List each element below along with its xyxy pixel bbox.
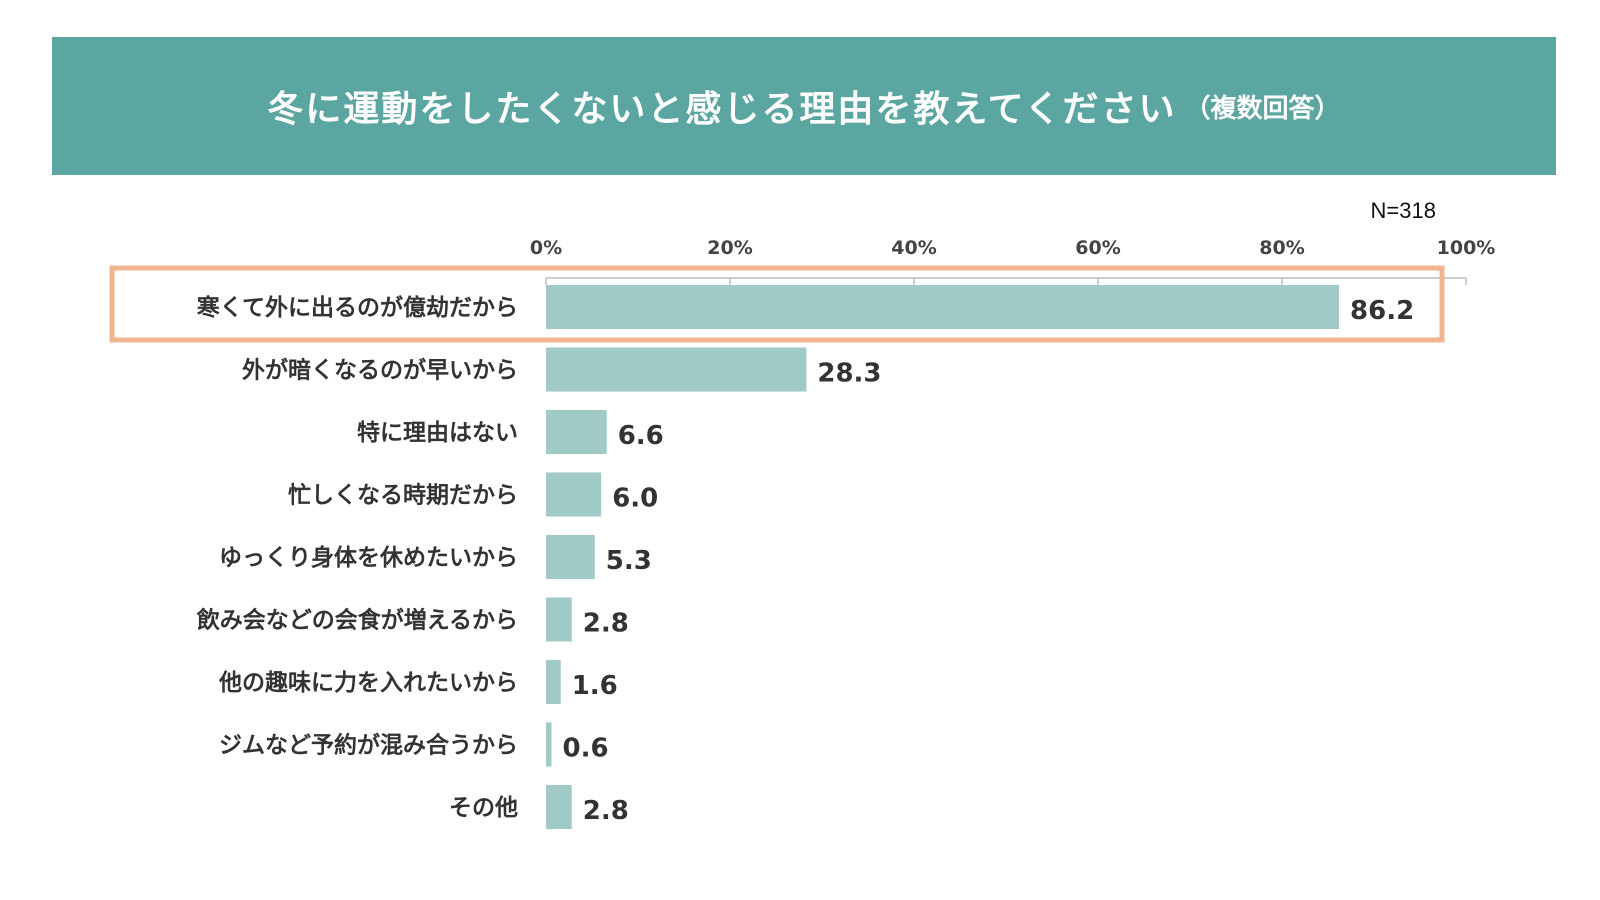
category-label: その他 (449, 795, 518, 821)
category-label: ゆっくり身体を休めたいから (219, 544, 518, 571)
data-label: 5.3 (606, 546, 652, 576)
bar (546, 785, 572, 829)
category-label: ジムなど予約が混み合うから (219, 732, 518, 759)
x-tick-label: 100% (1437, 237, 1496, 259)
x-tick-label: 40% (891, 237, 936, 259)
title-banner: 冬に運動をしたくないと感じる理由を教えてください （複数回答） (52, 37, 1556, 175)
data-label: 86.2 (1350, 296, 1414, 326)
data-label: 2.8 (583, 796, 629, 826)
chart-subtitle: （複数回答） (1184, 93, 1341, 124)
data-label: 6.6 (618, 421, 664, 451)
bar (546, 410, 607, 454)
category-label: 寒くて外に出るのが億劫だから (197, 294, 518, 321)
chart-title: 冬に運動をしたくないと感じる理由を教えてください (267, 89, 1177, 130)
x-tick-label: 0% (530, 237, 562, 259)
highlight-box (109, 265, 1445, 343)
x-tick-label: 20% (707, 237, 752, 259)
bar (546, 660, 561, 704)
category-label: 特に理由はない (357, 420, 518, 446)
data-label: 1.6 (572, 671, 618, 701)
category-label: 忙しくなる時期だから (288, 482, 518, 509)
data-label: 6.0 (612, 484, 658, 514)
sample-size-label: N=318 (1370, 198, 1436, 223)
bar (546, 535, 595, 579)
data-label: 2.8 (583, 609, 629, 639)
category-label: 外が暗くなるのが早いから (242, 357, 518, 384)
data-label: 0.6 (563, 734, 609, 764)
category-label: 他の趣味に力を入れたいから (218, 670, 518, 696)
bar (546, 472, 602, 517)
data-label: 28.3 (817, 359, 881, 389)
bar (546, 347, 807, 392)
x-tick-label: 80% (1259, 237, 1304, 259)
bar (546, 285, 1340, 329)
x-tick-label: 60% (1075, 237, 1120, 259)
bar (546, 722, 552, 767)
bar (546, 597, 572, 642)
category-label: 飲み会などの会食が増えるから (196, 607, 518, 634)
